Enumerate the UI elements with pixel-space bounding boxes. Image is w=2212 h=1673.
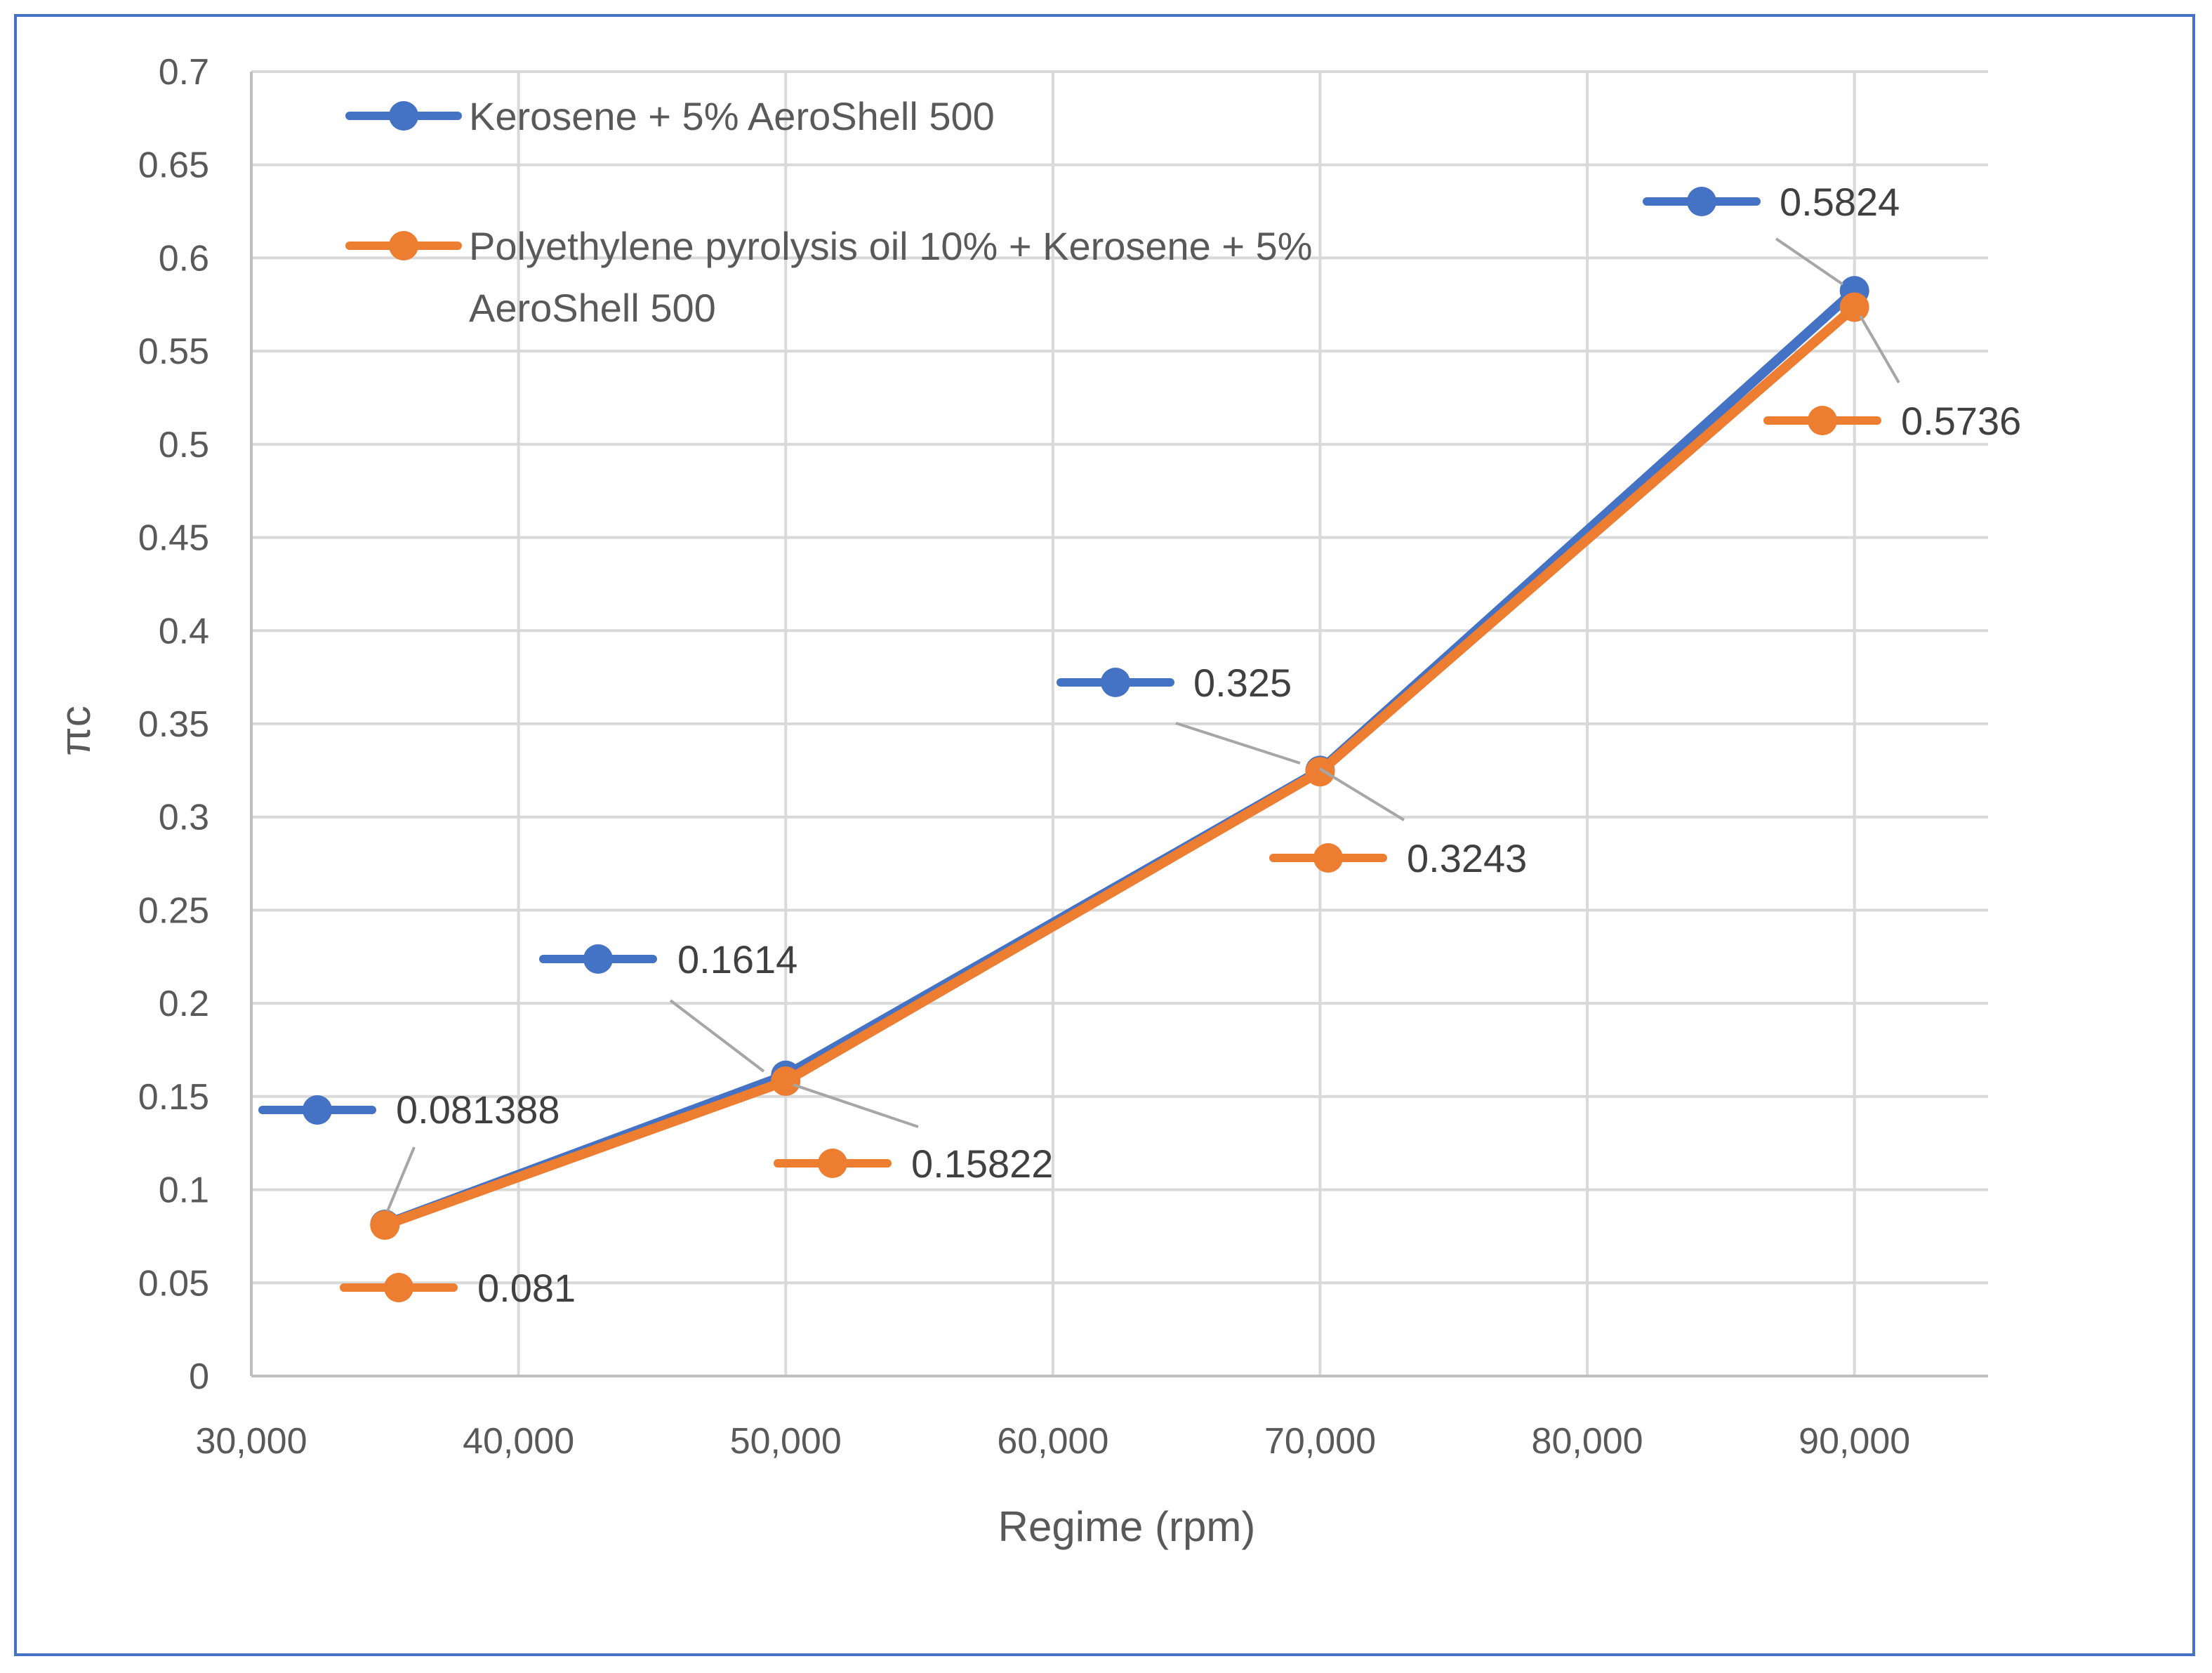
leader-line [793, 1083, 919, 1128]
y-tick-label: 0.1 [159, 1170, 209, 1211]
y-tick-label: 0.4 [159, 611, 209, 652]
leader-line [1859, 315, 1900, 384]
legend: Kerosene + 5% AeroShell 500 Polyethylene … [345, 94, 1313, 330]
y-tick-label: 0.15 [138, 1077, 209, 1118]
leader-line [1175, 722, 1301, 765]
data-label-key-marker [1687, 187, 1716, 216]
data-label-key-marker [1808, 406, 1837, 435]
y-tick-label: 0.55 [138, 331, 209, 372]
legend-label: Kerosene + 5% AeroShell 500 [469, 94, 995, 138]
legend-label: AeroShell 500 [469, 286, 716, 330]
leader-line [1775, 237, 1844, 286]
data-label-key-marker [583, 944, 613, 974]
x-tick-label: 50,000 [730, 1421, 842, 1462]
legend-label: Polyethylene pyrolysis oil 10% + Kerosen… [469, 224, 1313, 268]
x-tick-label: 40,000 [463, 1421, 574, 1462]
data-label: 0.325 [1193, 661, 1292, 705]
data-label: 0.3243 [1407, 836, 1527, 880]
series-1 [370, 276, 1869, 1239]
y-tick-label: 0.45 [138, 518, 209, 559]
y-tick-label: 0 [189, 1356, 209, 1397]
data-point [370, 1210, 400, 1241]
data-point [771, 1066, 801, 1097]
x-tick-label: 80,000 [1532, 1421, 1643, 1462]
y-tick-label: 0.5 [159, 425, 209, 465]
series-2 [370, 292, 1869, 1241]
leader-line [1318, 767, 1405, 821]
data-point [1839, 292, 1869, 322]
x-tick-label: 60,000 [997, 1421, 1108, 1462]
y-tick-label: 0.3 [159, 798, 209, 838]
x-axis-title: Regime (rpm) [998, 1503, 1256, 1550]
y-tick-label: 0.6 [159, 238, 209, 279]
data-label: 0.15822 [911, 1142, 1053, 1186]
data-point [1305, 757, 1335, 787]
y-tick-label: 0.7 [159, 52, 209, 93]
x-tick-label: 90,000 [1799, 1421, 1910, 1462]
data-label: 0.5736 [1901, 399, 2021, 443]
y-tick-label: 0.35 [138, 704, 209, 745]
legend-key-marker [389, 101, 418, 131]
data-label: 0.081388 [396, 1087, 560, 1132]
x-tick-label: 70,000 [1264, 1421, 1376, 1462]
data-labels: 0.081388 0.1614 0.325 0.5824 0.081 0.15822 0.3… [258, 180, 2021, 1310]
leader-line [386, 1146, 416, 1212]
data-label: 0.5824 [1780, 180, 1900, 224]
y-tick-label: 0.65 [138, 145, 209, 186]
data-label-key-marker [818, 1149, 847, 1178]
y-axis-title: πc [52, 706, 99, 755]
gridlines [251, 70, 1988, 1376]
data-label-key-marker [1101, 668, 1130, 697]
series-line [380, 302, 1860, 1231]
data-label: 0.1614 [677, 937, 797, 981]
data-label-key-marker [384, 1273, 413, 1302]
data-label-key-marker [303, 1095, 332, 1125]
y-tick-label: 0.05 [138, 1263, 209, 1304]
y-tick-label: 0.25 [138, 890, 209, 931]
x-tick-label: 30,000 [195, 1421, 307, 1462]
data-label-key-marker [1313, 843, 1343, 873]
y-tick-label: 0.2 [159, 984, 209, 1024]
chart-frame [14, 14, 2195, 1656]
data-label: 0.081 [477, 1266, 576, 1310]
leader-line [669, 999, 765, 1073]
series-line [380, 286, 1860, 1229]
legend-key-marker [389, 231, 418, 260]
